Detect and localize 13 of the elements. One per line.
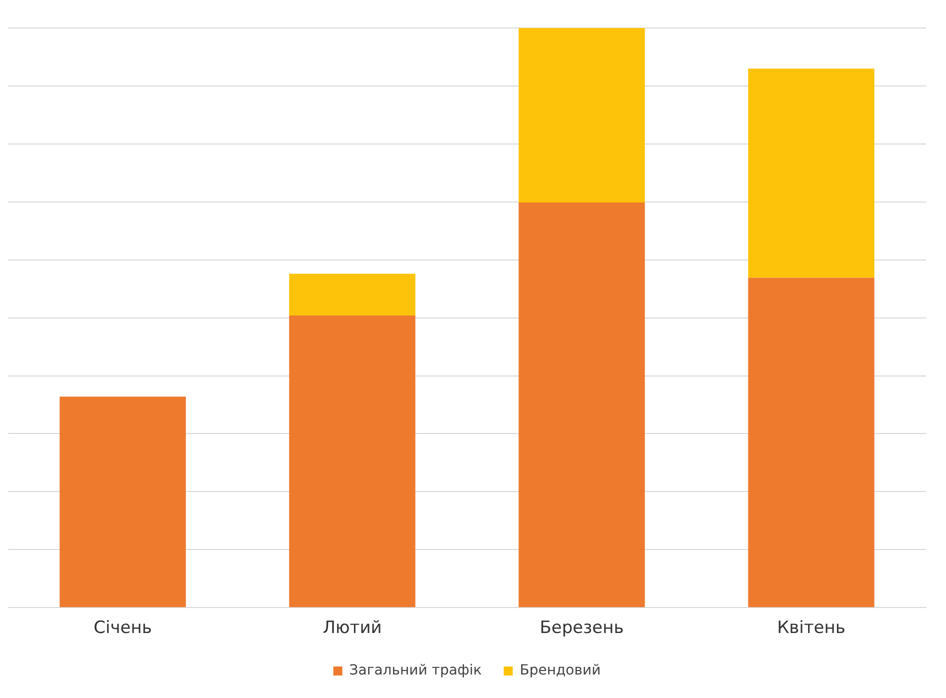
x-tick-label: Січень: [94, 618, 152, 638]
bar: [289, 274, 416, 316]
bar: [748, 278, 874, 608]
x-tick-label: Лютий: [322, 618, 382, 638]
bar: [518, 28, 645, 202]
bar: [60, 396, 186, 608]
x-tick-label: Квітень: [777, 618, 846, 638]
legend-label: Брендовий: [520, 662, 601, 679]
legend-label: Загальний трафік: [349, 662, 482, 679]
bar: [289, 315, 416, 608]
bar: [748, 68, 874, 278]
bar: [518, 202, 645, 608]
x-tick-label: Березень: [540, 618, 624, 638]
